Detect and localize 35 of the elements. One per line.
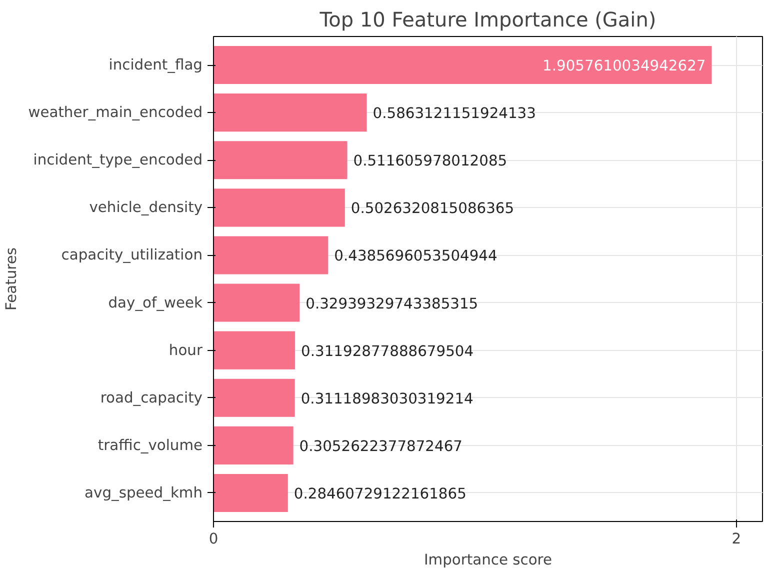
data-label: 0.32939329743385315 [306, 295, 478, 312]
x-axis-title: Importance score [424, 552, 552, 568]
data-label: 0.28460729122161865 [294, 485, 466, 502]
data-label: 1.9057610034942627 [542, 58, 706, 75]
y-tick-label: traffic_volume [98, 436, 203, 454]
bar [214, 236, 328, 274]
x-tick-label: 2 [732, 530, 742, 548]
y-tick-label: road_capacity [100, 389, 203, 406]
bar [214, 94, 367, 132]
bar [214, 46, 712, 84]
y-axis-title: Features [3, 247, 20, 311]
bar [214, 188, 345, 227]
y-tick-label: weather_main_encoded [28, 104, 203, 122]
bar [214, 474, 288, 512]
y-tick-label: avg_speed_kmh [84, 484, 203, 502]
chart-title: Top 10 Feature Importance (Gain) [318, 8, 656, 32]
x-tick-label: 0 [208, 530, 218, 548]
y-tick-label: capacity_utilization [61, 246, 202, 264]
bar [214, 331, 296, 370]
y-tick-label: day_of_week [108, 294, 204, 312]
bar [214, 378, 295, 417]
bar [214, 141, 348, 180]
y-tick-label: hour [168, 342, 204, 359]
data-label: 0.511605978012085 [353, 152, 508, 170]
y-tick-label: incident_type_encoded [33, 152, 203, 169]
data-label: 0.31192877888679504 [301, 342, 474, 360]
data-label: 0.5863121151924133 [372, 105, 536, 122]
y-tick-label: incident_flag [108, 56, 203, 74]
bar [214, 284, 300, 322]
data-label: 0.31118983030319214 [300, 390, 474, 408]
data-label: 0.5026320815086365 [350, 200, 514, 218]
y-tick-label: vehicle_density [89, 199, 203, 216]
data-label: 0.4385696053504944 [334, 248, 498, 265]
data-label: 0.3052622377872467 [299, 438, 462, 455]
bar [214, 426, 294, 464]
